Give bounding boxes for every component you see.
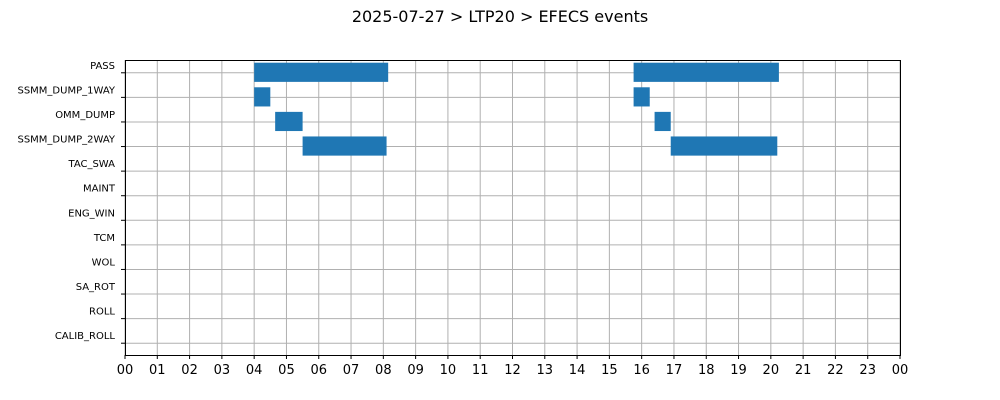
x-tick-label: 15 <box>601 363 618 378</box>
x-tick-label: 09 <box>407 363 424 378</box>
x-tick-label: 12 <box>504 363 521 378</box>
x-tick-label: 14 <box>569 363 586 378</box>
bars-layer <box>254 62 779 156</box>
x-tick-label: 13 <box>537 363 554 378</box>
x-tick-label: 22 <box>827 363 844 378</box>
x-tick-label: 10 <box>440 363 457 378</box>
x-tick-label: 03 <box>214 363 231 378</box>
y-tick-label: PASS <box>90 61 115 72</box>
y-tick-label: CALIB_ROLL <box>55 331 116 342</box>
event-bar-ssmm-dump-1way <box>633 87 650 107</box>
x-tick-label: 04 <box>246 363 263 378</box>
grid-layer <box>124 60 901 355</box>
x-tick-label: 07 <box>343 363 360 378</box>
x-tick-label: 19 <box>730 363 747 378</box>
y-tick-label: ROLL <box>89 307 115 318</box>
event-bar-pass <box>633 62 779 82</box>
x-tick-label: 21 <box>795 363 812 378</box>
x-tick-label: 02 <box>181 363 198 378</box>
y-tick-label: OMM_DUMP <box>55 110 115 121</box>
x-tick-label: 16 <box>633 363 650 378</box>
event-bar-ssmm-dump-2way <box>302 136 387 156</box>
event-bar-ssmm-dump-2way <box>670 136 778 156</box>
event-bar-pass <box>254 62 389 82</box>
y-tick-label: MAINT <box>83 184 116 195</box>
chart-title: 2025-07-27 > LTP20 > EFECS events <box>352 7 648 26</box>
x-tick-label: 17 <box>666 363 683 378</box>
y-tick-label: SA_ROT <box>76 282 116 293</box>
y-tick-label: WOL <box>92 257 116 268</box>
x-tick-label: 01 <box>149 363 166 378</box>
x-tick-label: 00 <box>117 363 134 378</box>
x-tick-label: 18 <box>698 363 715 378</box>
event-bar-omm-dump <box>275 111 303 132</box>
y-tick-label: TAC_SWA <box>67 159 115 170</box>
x-tick-label: 11 <box>472 363 489 378</box>
x-tick-label: 20 <box>763 363 780 378</box>
x-tick-label: 00 <box>892 363 909 378</box>
y-tick-label: TCM <box>93 233 115 244</box>
y-tick-label: SSMM_DUMP_1WAY <box>17 85 115 96</box>
y-tick-label: SSMM_DUMP_2WAY <box>17 135 115 146</box>
x-tick-label: 06 <box>310 363 327 378</box>
x-tick-label: 23 <box>859 363 876 378</box>
x-tick-label: 05 <box>278 363 295 378</box>
event-bar-ssmm-dump-1way <box>254 87 271 107</box>
axis-layer: PASS SSMM_DUMP_1WAY OMM_DUMP SSMM_DUMP_2WAY… <box>17 60 909 378</box>
y-tick-label: ENG_WIN <box>68 208 115 219</box>
event-bar-omm-dump <box>654 111 671 132</box>
x-tick-label: 08 <box>375 363 392 378</box>
